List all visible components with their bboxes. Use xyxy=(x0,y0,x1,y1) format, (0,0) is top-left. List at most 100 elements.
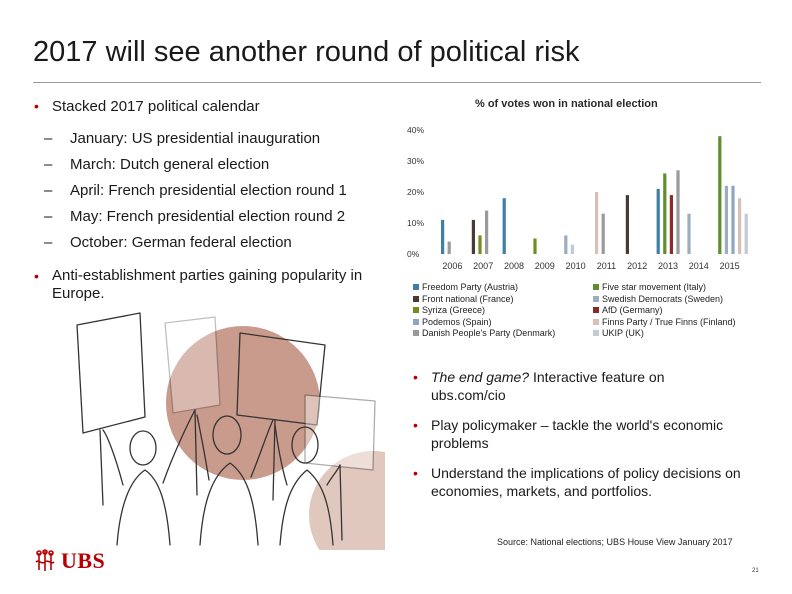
title-divider xyxy=(33,82,761,83)
play-policymaker-text: Play policymaker – tackle the world's ec… xyxy=(431,417,724,451)
x-tick-label: 2012 xyxy=(627,261,647,271)
calendar-item-text: March: Dutch general election xyxy=(70,156,270,173)
bullet-calendar: • Stacked 2017 political calendar xyxy=(34,98,394,115)
legend-item: Finns Party / True Finns (Finland) xyxy=(593,317,736,329)
bar-finns-party-true-finns-finland--2015 xyxy=(738,198,742,254)
left-bullet-list: • Stacked 2017 political calendar – Janu… xyxy=(34,98,394,303)
x-tick-label: 2009 xyxy=(535,261,555,271)
bullet-anti-establishment: • Anti-establishment parties gaining pop… xyxy=(34,267,394,303)
calendar-item: – May: French presidential election roun… xyxy=(34,208,394,225)
page-title: 2017 will see another round of political… xyxy=(33,36,580,68)
bar-five-star-movement-italy--2015 xyxy=(718,136,722,254)
x-tick-label: 2007 xyxy=(473,261,493,271)
legend-item: Five star movement (Italy) xyxy=(593,282,736,294)
bar-danish-people-s-party-denmark--2013 xyxy=(676,170,680,254)
y-tick-label: 40% xyxy=(407,125,424,135)
calendar-item: – April: French presidential election ro… xyxy=(34,182,394,199)
calendar-item-text: October: German federal election xyxy=(70,234,292,251)
dash-icon: – xyxy=(44,234,53,251)
legend-label: Front national (France) xyxy=(422,293,514,304)
dash-icon: – xyxy=(44,208,53,225)
legend-column-left: Freedom Party (Austria) Front national (F… xyxy=(413,282,555,340)
legend-swatch xyxy=(413,318,419,325)
source-note: Source: National elections; UBS House Vi… xyxy=(497,537,733,547)
bar-front-national-france--2007 xyxy=(471,219,475,254)
bullet-dot-icon: • xyxy=(34,98,39,114)
legend-swatch xyxy=(593,284,599,290)
y-tick-label: 0% xyxy=(407,249,420,259)
legend-swatch xyxy=(593,318,599,325)
x-tick-label: 2014 xyxy=(689,261,709,271)
dash-icon: – xyxy=(44,156,53,173)
x-tick-label: 2006 xyxy=(442,261,462,271)
legend-label: UKIP (UK) xyxy=(602,328,644,338)
x-tick-label: 2013 xyxy=(658,261,678,271)
end-game-text: Interactive feature on ubs.com/cio xyxy=(431,369,665,403)
legend-item: Swedish Democrats (Sweden) xyxy=(593,294,736,306)
bullet-anti-establishment-text: Anti-establishment parties gaining popul… xyxy=(52,267,363,302)
calendar-item: – March: Dutch general election xyxy=(34,156,394,173)
legend-label: AfD (Germany) xyxy=(602,305,663,315)
bar-podemos-spain--2015 xyxy=(731,185,735,254)
understand-implications-text: Understand the implications of policy de… xyxy=(431,465,741,499)
bar-danish-people-s-party-denmark--2006 xyxy=(447,241,451,254)
legend-swatch xyxy=(413,307,419,313)
bar-swedish-democrats-sweden--2014 xyxy=(687,213,691,254)
calendar-item-text: May: French presidential election round … xyxy=(70,208,346,225)
calendar-item-text: April: French presidential election roun… xyxy=(70,182,347,199)
bullet-dot-icon: • xyxy=(413,417,418,433)
legend-label: Five star movement (Italy) xyxy=(602,282,707,292)
bar-finns-party-true-finns-finland--2011 xyxy=(595,192,599,254)
legend-label: Syriza (Greece) xyxy=(422,305,486,315)
calendar-item-text: January: US presidential inauguration xyxy=(70,130,321,147)
bullet-understand-implications: • Understand the implications of policy … xyxy=(413,464,743,500)
legend-label: Danish People's Party (Denmark) xyxy=(422,328,556,338)
bullet-dot-icon: • xyxy=(34,268,39,284)
right-bullet-list: • The end game? Interactive feature on u… xyxy=(413,368,743,512)
legend-item: AfD (Germany) xyxy=(593,305,736,317)
legend-swatch xyxy=(593,330,599,336)
legend-item: UKIP (UK) xyxy=(593,328,736,340)
bar-freedom-party-austria--2006 xyxy=(441,219,445,254)
legend-swatch xyxy=(593,295,599,302)
bar-danish-people-s-party-denmark--2007 xyxy=(485,210,489,254)
y-tick-label: 30% xyxy=(407,156,424,166)
legend-swatch xyxy=(413,330,419,336)
vote-share-bar-chart: 0% 10% 20% 30% 40% 2006 2007 2008 2009 2010 2011 20… xyxy=(407,125,748,271)
bullet-end-game: • The end game? Interactive feature on u… xyxy=(413,368,743,404)
x-tick-label: 2010 xyxy=(566,261,586,271)
protesters-illustration xyxy=(76,312,385,550)
legend-label: Podemos (Spain) xyxy=(422,316,492,327)
ubs-logo: UBS xyxy=(33,548,105,574)
calendar-item: – October: German federal election xyxy=(34,234,394,251)
ubs-keys-icon xyxy=(35,549,55,571)
chart-title: % of votes won in national election xyxy=(475,98,658,110)
bar-ukip-uk--2010 xyxy=(570,244,574,254)
bullet-play-policymaker: • Play policymaker – tackle the world's … xyxy=(413,416,743,452)
x-tick-label: 2011 xyxy=(597,261,616,271)
legend-swatch xyxy=(593,307,599,313)
dash-icon: – xyxy=(44,130,53,147)
bar-danish-people-s-party-denmark--2011 xyxy=(601,213,605,254)
bar-ukip-uk--2015 xyxy=(744,213,748,254)
legend-label: Swedish Democrats (Sweden) xyxy=(602,293,724,304)
legend-item: Front national (France) xyxy=(413,294,555,306)
bar-afd-germany--2013 xyxy=(669,195,673,254)
end-game-emphasis: The end game? xyxy=(431,369,530,385)
ubs-logo-text: UBS xyxy=(61,548,106,573)
page-number: 21 xyxy=(752,568,759,574)
legend-item: Syriza (Greece) xyxy=(413,305,555,317)
bar-freedom-party-austria--2008 xyxy=(502,198,506,254)
y-tick-label: 20% xyxy=(407,187,424,197)
legend-label: Freedom Party (Austria) xyxy=(422,282,519,292)
bullet-dot-icon: • xyxy=(413,465,418,481)
bar-front-national-france--2012 xyxy=(625,195,629,254)
bar-syriza-greece--2009 xyxy=(533,238,537,254)
bar-swedish-democrats-sweden--2015 xyxy=(724,185,728,254)
bullet-calendar-text: Stacked 2017 political calendar xyxy=(52,98,260,115)
protester-line-art xyxy=(76,312,376,546)
legend-swatch xyxy=(413,284,419,290)
legend-item: Freedom Party (Austria) xyxy=(413,282,555,294)
y-tick-label: 10% xyxy=(407,218,424,228)
legend-item: Danish People's Party (Denmark) xyxy=(413,328,555,340)
